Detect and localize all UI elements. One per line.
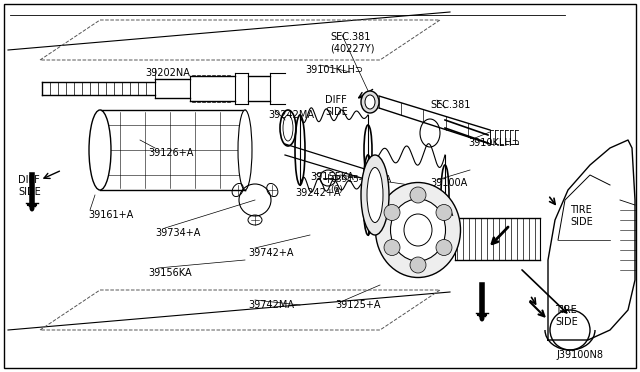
Circle shape [436, 240, 452, 256]
Ellipse shape [29, 205, 35, 212]
Circle shape [410, 187, 426, 203]
Circle shape [410, 257, 426, 273]
Text: 39161+A: 39161+A [88, 210, 133, 220]
Text: 39234+A: 39234+A [408, 208, 453, 218]
Text: J39100N8: J39100N8 [556, 350, 603, 360]
Text: DIFF
SIDE: DIFF SIDE [18, 175, 41, 196]
Ellipse shape [361, 91, 379, 113]
Ellipse shape [361, 155, 389, 235]
Text: 39156KA: 39156KA [148, 268, 191, 278]
Text: 39742+A: 39742+A [248, 248, 294, 258]
Text: 3910KLH⊃: 3910KLH⊃ [468, 138, 520, 148]
Text: 39126+A: 39126+A [148, 148, 193, 158]
Ellipse shape [89, 110, 111, 190]
Text: SEC.381: SEC.381 [430, 100, 470, 110]
Text: SEC.381
(40227Y): SEC.381 (40227Y) [330, 32, 374, 54]
Text: 39155KA: 39155KA [310, 172, 354, 182]
Text: 39734+A: 39734+A [155, 228, 200, 238]
Text: TIRE
SIDE: TIRE SIDE [555, 305, 578, 327]
Ellipse shape [367, 167, 383, 222]
Circle shape [384, 240, 400, 256]
Text: 39101KLH⊃: 39101KLH⊃ [305, 65, 363, 75]
Text: 39125+A: 39125+A [335, 300, 381, 310]
Text: DIFF
SIDE: DIFF SIDE [325, 95, 348, 116]
Text: TIRE
SIDE: TIRE SIDE [570, 205, 593, 227]
Circle shape [436, 205, 452, 221]
Ellipse shape [365, 95, 375, 109]
Text: 39742MA: 39742MA [248, 300, 294, 310]
Circle shape [384, 205, 400, 221]
Ellipse shape [238, 110, 252, 190]
Ellipse shape [390, 199, 445, 261]
Text: 08915-1381A
(6): 08915-1381A (6) [330, 175, 391, 195]
Text: 39242MA: 39242MA [268, 110, 314, 120]
Text: 39100A: 39100A [430, 178, 467, 188]
Ellipse shape [479, 314, 484, 321]
Ellipse shape [376, 183, 461, 278]
Text: 39202NA: 39202NA [145, 68, 190, 78]
Text: 39242+A: 39242+A [295, 188, 340, 198]
